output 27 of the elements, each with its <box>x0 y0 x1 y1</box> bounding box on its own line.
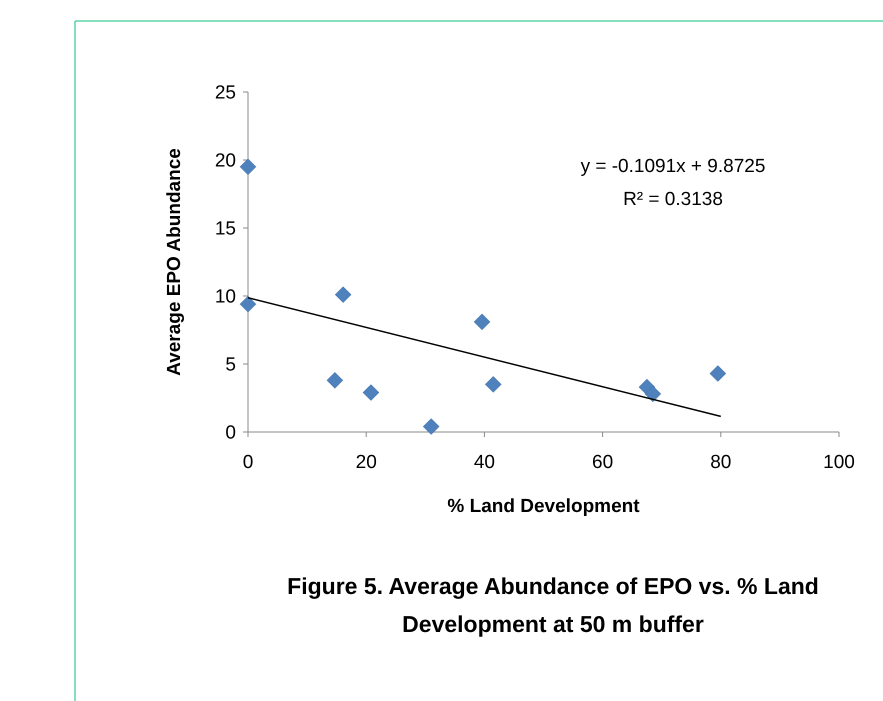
y-tick-label: 5 <box>225 354 236 376</box>
x-tick-label: 80 <box>710 452 732 473</box>
point <box>422 418 440 435</box>
x-axis-title: % Land Development <box>447 496 640 517</box>
x-tick-label: 40 <box>474 452 495 473</box>
point <box>240 296 256 312</box>
point <box>644 386 662 402</box>
y-tick-label: 25 <box>214 82 236 104</box>
y-tick-label: 15 <box>214 218 236 240</box>
y-tick-label: 20 <box>214 150 236 172</box>
text: Figure 5. Average Abundance of EPO vs. % Land Development at 50 m buffer <box>287 573 819 637</box>
annotation: y = -0.1091x + 9.8725 <box>580 156 766 177</box>
x-tick-label: 100 <box>823 452 855 473</box>
point <box>326 372 344 389</box>
x-tick-label: 0 <box>242 452 254 473</box>
point <box>710 365 726 382</box>
y-axis-title: Average EPO Abundance <box>164 148 185 376</box>
annotation: R² = 0.3138 <box>623 189 723 210</box>
point <box>474 314 490 330</box>
y-tick-label: 10 <box>214 286 236 308</box>
point <box>485 376 502 393</box>
y-tick-label: 0 <box>225 422 236 444</box>
x-tick-label: 20 <box>356 452 377 473</box>
point <box>240 158 256 176</box>
point <box>362 384 380 401</box>
point <box>334 286 352 303</box>
x-tick-label: 60 <box>592 452 614 473</box>
